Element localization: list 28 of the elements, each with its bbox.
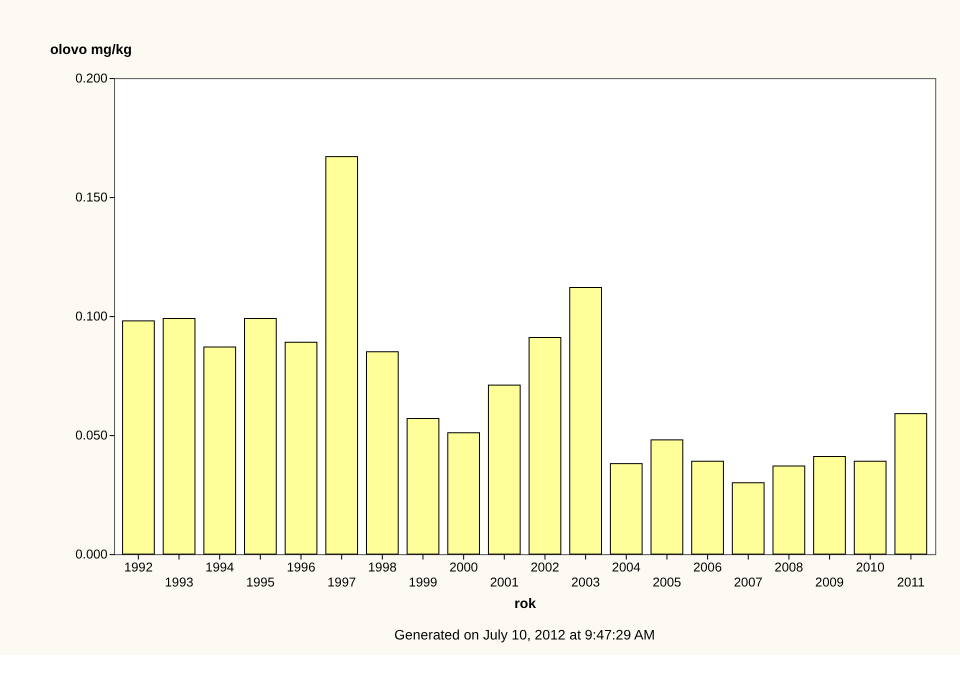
y-axis-title: olovo mg/kg	[50, 40, 132, 57]
y-tick-label: 0.150	[75, 190, 108, 205]
x-tick-label: 2005	[652, 574, 682, 590]
x-tick-label: 1993	[164, 574, 194, 590]
x-tick-label: 2000	[449, 559, 478, 574]
x-tick-label: 1994	[205, 559, 234, 574]
text: Generated on July 10, 2012 at 9:47:29 AM	[394, 626, 655, 642]
x-tick-label: 2008	[774, 559, 804, 574]
x-tick-label: 2011	[896, 574, 925, 590]
x-tick-label: 1995	[246, 574, 275, 590]
x-tick-label: 2003	[571, 574, 600, 590]
y-tick-label: 0.000	[75, 546, 108, 562]
x-tick-label: 2010	[856, 559, 884, 574]
x-tick-label: 1997	[327, 574, 356, 590]
x-tick-label: 2002	[530, 559, 560, 574]
x-tick-label: 2007	[734, 574, 763, 590]
x-tick-label: 1998	[368, 559, 397, 574]
x-tick-label: 2004	[612, 559, 641, 574]
x-tick-label: 1992	[124, 559, 153, 574]
y-tick-label: 0.100	[75, 308, 108, 324]
x-axis-title: rok	[514, 595, 536, 612]
y-tick-label: 0.050	[75, 428, 108, 443]
x-tick-label: 2006	[693, 559, 722, 574]
x-tick-label: 2009	[815, 574, 844, 590]
x-tick-label: 2001	[490, 574, 519, 590]
y-tick-label: 0.200	[75, 70, 108, 86]
x-tick-label: 1996	[286, 559, 316, 574]
x-tick-label: 1999	[408, 574, 438, 590]
